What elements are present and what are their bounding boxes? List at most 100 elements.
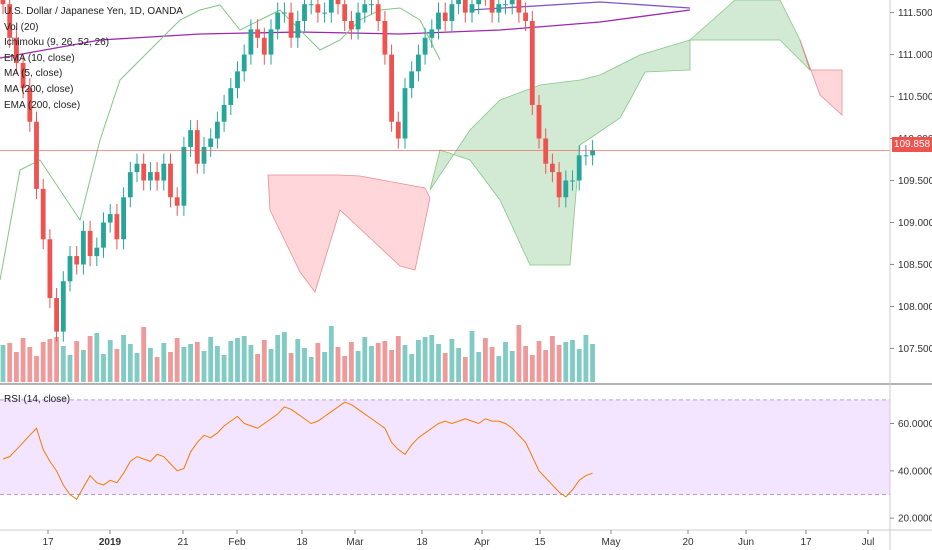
volume-bar — [261, 340, 267, 382]
volume-bar — [322, 352, 327, 382]
candle-body — [382, 20, 388, 55]
time-tick-label: 18 — [416, 537, 428, 548]
volume-bar — [268, 349, 274, 382]
volume-bar — [295, 339, 301, 382]
candle-body — [576, 155, 582, 181]
candle-body — [215, 121, 220, 139]
candle-body — [456, 0, 461, 5]
volume-bar — [576, 349, 582, 382]
chikou-line — [0, 4, 441, 281]
candle-body — [268, 29, 274, 55]
candle-body — [556, 172, 562, 198]
volume-bar — [496, 356, 502, 382]
price-tick-label: 111.000 — [898, 50, 932, 61]
volume-bar — [516, 325, 522, 382]
price-tick-label: 108.000 — [898, 302, 932, 313]
volume-bar — [114, 349, 120, 382]
volume-bar — [228, 341, 234, 382]
price-tick-label: 110.500 — [898, 92, 932, 103]
volume-bar — [389, 350, 394, 382]
legend-ema10: EMA (10, close) — [4, 52, 75, 64]
candle-body — [395, 121, 401, 139]
volume-bar — [570, 340, 575, 382]
candle-body — [194, 130, 200, 164]
candle-body — [550, 163, 555, 173]
volume-bar — [355, 351, 361, 382]
price-tick-label: 111.500 — [898, 8, 932, 19]
volume-bar — [181, 347, 187, 382]
volume-bar — [288, 353, 294, 382]
candle-body — [40, 188, 46, 240]
time-tick-label: 18 — [296, 537, 308, 548]
volume-bar — [442, 353, 448, 382]
candle-body — [570, 180, 575, 182]
volume-bar — [509, 351, 515, 382]
candle-body — [228, 88, 234, 105]
time-tick-label: Jun — [738, 537, 754, 548]
time-tick-label: 20 — [682, 537, 694, 548]
legend-ma200: MA (200, close) — [4, 83, 74, 95]
candle-body — [583, 155, 589, 157]
volume-bar — [395, 336, 401, 382]
ema200-line — [469, 1, 691, 11]
last-price-tag: 109.858 — [892, 137, 932, 152]
volume-bar — [375, 343, 381, 382]
candle-body — [462, 0, 468, 13]
volume-bar — [188, 344, 193, 382]
candle-body — [442, 12, 448, 21]
time-tick-label: 2019 — [99, 537, 122, 548]
candle-body — [7, 4, 13, 38]
volume-bar — [54, 337, 59, 382]
candle-body — [94, 247, 100, 257]
candle-body — [529, 20, 535, 105]
candle-body — [121, 197, 126, 240]
volume-bar — [362, 337, 368, 382]
volume-bar — [27, 347, 33, 382]
candle-body — [67, 256, 73, 282]
volume-bar — [40, 342, 46, 382]
ma200-line — [0, 9, 691, 59]
volume-bar — [550, 336, 555, 382]
candle-body — [275, 12, 281, 30]
candle-body — [496, 4, 502, 13]
volume-bar — [81, 350, 86, 382]
candle-body — [107, 214, 113, 223]
rsi-tick-label: 60.0000 — [898, 419, 932, 430]
candle-body — [436, 12, 441, 30]
candle-body — [449, 4, 455, 21]
volume-bar — [315, 343, 321, 382]
candle-body — [509, 0, 515, 5]
time-tick-label: 17 — [42, 537, 54, 548]
time-tick-label: Apr — [474, 537, 490, 548]
candle-body — [342, 4, 348, 21]
candle-body — [14, 37, 19, 63]
time-tick-label: Mar — [346, 537, 364, 548]
volume-bar — [94, 333, 100, 382]
volume-bar — [248, 345, 254, 382]
candle-body — [302, 4, 307, 21]
candle-body — [60, 281, 66, 332]
volume-bar — [127, 344, 133, 382]
price-pane — [0, 0, 890, 382]
volume-bar — [529, 355, 535, 382]
candle-body — [261, 37, 267, 55]
candle-body — [174, 197, 180, 206]
candle-body — [590, 150, 595, 156]
volume-bar — [121, 335, 126, 382]
volume-bar — [328, 326, 334, 382]
time-tick-label: Feb — [228, 537, 246, 548]
rsi-pane — [0, 399, 890, 500]
volume-bar — [583, 335, 589, 382]
price-tick-label: 107.500 — [898, 344, 932, 355]
volume-bar — [20, 338, 26, 382]
volume-bar — [436, 344, 441, 382]
time-tick-label: May — [602, 537, 621, 548]
volume-bar — [342, 356, 348, 382]
candle-body — [349, 20, 354, 30]
candle-body — [134, 163, 140, 173]
volume-bar — [349, 342, 354, 382]
candle-body — [489, 0, 495, 13]
ichimoku-cloud-green — [429, 39, 691, 266]
volume-bar — [282, 332, 287, 382]
